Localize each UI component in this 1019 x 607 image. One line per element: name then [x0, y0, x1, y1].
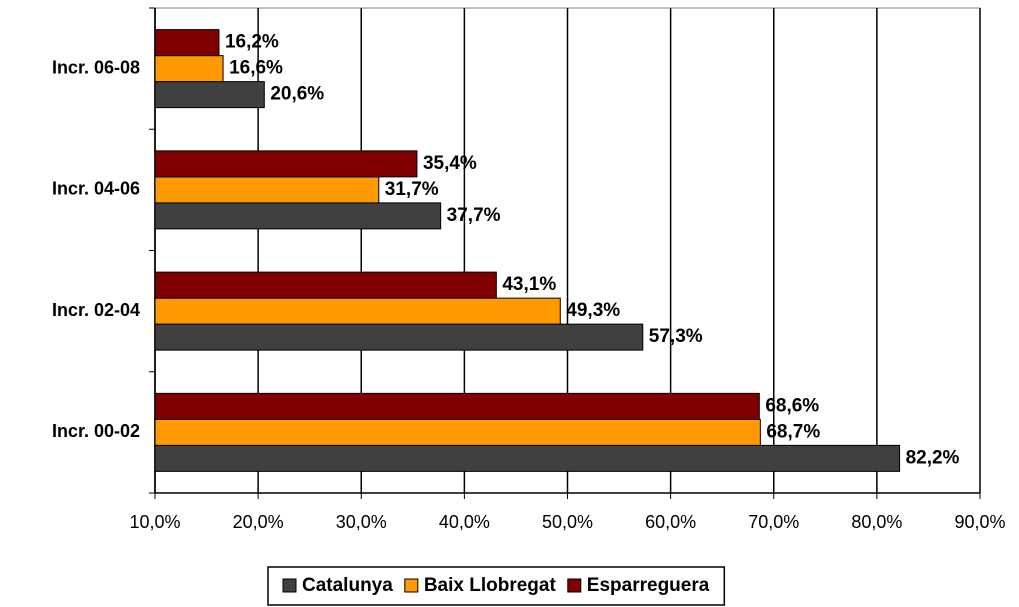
x-tick-label: 60,0%: [645, 512, 696, 532]
legend-label: Baix Llobregat: [424, 575, 557, 596]
data-label: 43,1%: [502, 274, 556, 295]
legend-label: Esparreguera: [587, 575, 710, 596]
bar: [154, 150, 418, 178]
x-tick-label: 80,0%: [851, 512, 902, 532]
x-tick-label: 90,0%: [954, 512, 1005, 532]
data-label: 57,3%: [649, 326, 703, 347]
data-label: 49,3%: [566, 300, 620, 321]
data-label: 16,6%: [229, 58, 283, 79]
legend-swatch: [567, 578, 582, 593]
y-tick-label: Incr. 04-06: [52, 179, 140, 199]
bar: [154, 202, 442, 230]
x-tick-label: 70,0%: [748, 512, 799, 532]
bar: [154, 81, 265, 109]
bar: [154, 29, 220, 57]
y-tick-label: Incr. 06-08: [52, 57, 140, 77]
bar: [154, 297, 561, 325]
x-tick-label: 10,0%: [129, 512, 180, 532]
bar: [154, 444, 901, 472]
data-label: 37,7%: [447, 205, 501, 226]
data-label: 31,7%: [385, 179, 439, 200]
legend-label: Catalunya: [302, 575, 393, 596]
x-tick-label: 30,0%: [336, 512, 387, 532]
y-tick-label: Incr. 02-04: [52, 300, 140, 320]
x-tick-label: 50,0%: [542, 512, 593, 532]
bar: [154, 323, 644, 351]
bar: [154, 392, 760, 420]
data-label: 82,2%: [906, 447, 960, 468]
x-tick-label: 40,0%: [439, 512, 490, 532]
y-tick-label: Incr. 00-02: [52, 421, 140, 441]
data-label: 16,2%: [225, 32, 279, 53]
legend-swatch: [282, 578, 297, 593]
bar: [154, 55, 224, 83]
data-label: 20,6%: [270, 84, 324, 105]
bar: [154, 176, 380, 204]
data-label: 68,6%: [765, 395, 819, 416]
legend-swatch: [404, 578, 419, 593]
x-tick-label: 20,0%: [233, 512, 284, 532]
bar: [154, 418, 761, 446]
legend: [267, 566, 726, 606]
data-label: 35,4%: [423, 153, 477, 174]
bar: [154, 271, 497, 299]
data-label: 68,7%: [766, 421, 820, 442]
